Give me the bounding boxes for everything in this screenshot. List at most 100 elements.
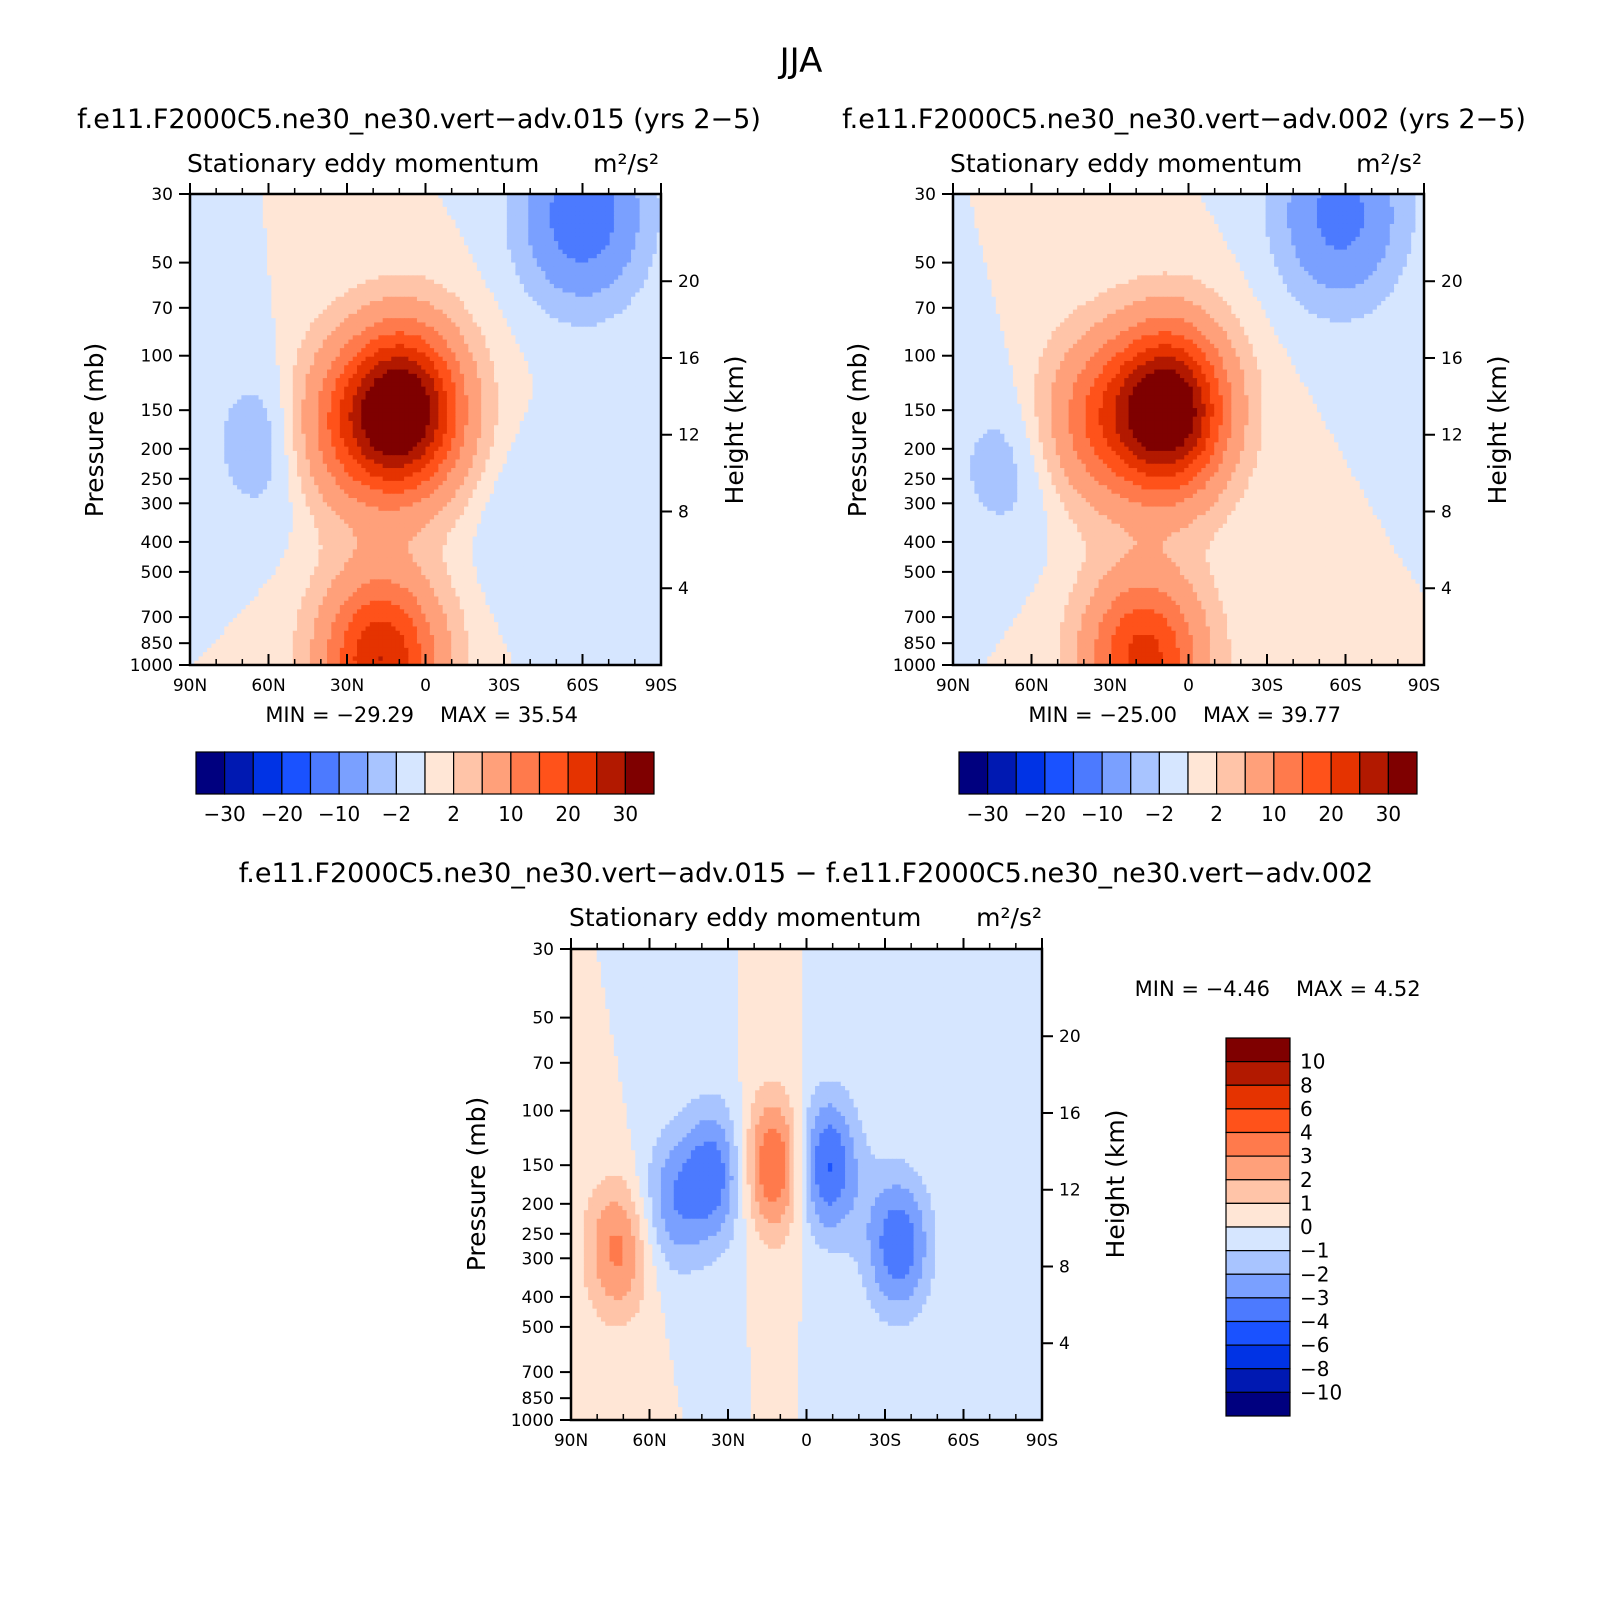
contour-cell <box>597 271 602 276</box>
contour-cell <box>464 301 469 306</box>
contour-cell <box>203 292 208 297</box>
contour-cell <box>224 254 229 259</box>
contour-cell <box>378 365 383 370</box>
contour-cell <box>622 250 627 255</box>
contour-cell <box>421 310 426 315</box>
contour-cell <box>374 284 379 289</box>
contour-cell <box>344 331 349 336</box>
contour-cell <box>490 280 495 285</box>
contour-cell <box>421 280 426 285</box>
contour-cell <box>413 322 418 327</box>
contour-cell <box>490 352 495 357</box>
contour-cell <box>408 263 413 268</box>
contour-cell <box>267 292 272 297</box>
contour-cell <box>507 348 512 353</box>
contour-cell <box>233 198 238 203</box>
contour-cell <box>537 361 542 366</box>
contour-cell <box>554 237 559 242</box>
contour-cell <box>323 245 328 250</box>
contour-cell <box>199 310 204 315</box>
contour-cell <box>455 322 460 327</box>
contour-cell <box>229 211 234 216</box>
contour-cell <box>408 220 413 225</box>
contour-cell <box>250 228 255 233</box>
contour-cell <box>396 237 401 242</box>
contour-cell <box>284 348 289 353</box>
contour-cell <box>520 331 525 336</box>
contour-cell <box>417 203 422 208</box>
contour-cell <box>387 215 392 220</box>
contour-cell <box>348 228 353 233</box>
contour-cell <box>318 263 323 268</box>
contour-cell <box>520 361 525 366</box>
contour-cell <box>571 292 576 297</box>
contour-cell <box>344 322 349 327</box>
contour-cell <box>408 241 413 246</box>
contour-cell <box>614 310 619 315</box>
contour-cell <box>580 292 585 297</box>
contour-cell <box>597 203 602 208</box>
contour-cell <box>563 292 568 297</box>
contour-cell <box>413 211 418 216</box>
contour-cell <box>588 288 593 293</box>
contour-cell <box>580 245 585 250</box>
contour-cell <box>451 335 456 340</box>
contour-cell <box>528 220 533 225</box>
contour-cell <box>250 327 255 332</box>
contour-cell <box>241 233 246 238</box>
contour-cell <box>533 318 538 323</box>
contour-cell <box>387 331 392 336</box>
contour-cell <box>627 280 632 285</box>
contour-cell <box>434 224 439 229</box>
contour-cell <box>408 233 413 238</box>
contour-cell <box>597 331 602 336</box>
contour-cell <box>353 245 358 250</box>
contour-cell <box>374 241 379 246</box>
contour-cell <box>297 237 302 242</box>
contour-cell <box>297 250 302 255</box>
contour-cell <box>520 241 525 246</box>
contour-cell <box>498 207 503 212</box>
contour-cell <box>421 254 426 259</box>
contour-cell <box>297 275 302 280</box>
contour-cell <box>366 220 371 225</box>
contour-cell <box>203 361 208 366</box>
contour-cell <box>404 365 409 370</box>
contour-cell <box>301 335 306 340</box>
contour-cell <box>635 220 640 225</box>
contour-cell <box>515 228 520 233</box>
contour-cell <box>541 301 546 306</box>
contour-cell <box>533 340 538 345</box>
contour-cell <box>468 340 473 345</box>
contour-cell <box>246 301 251 306</box>
contour-cell <box>563 301 568 306</box>
contour-cell <box>391 263 396 268</box>
contour-cell <box>455 220 460 225</box>
contour-cell <box>575 340 580 345</box>
contour-cell <box>473 267 478 272</box>
contour-cell <box>481 271 486 276</box>
contour-cell <box>468 207 473 212</box>
contour-cell <box>276 314 281 319</box>
contour-cell <box>353 305 358 310</box>
contour-cell <box>503 348 508 353</box>
contour-cell <box>224 211 229 216</box>
contour-cell <box>558 220 563 225</box>
contour-cell <box>288 344 293 349</box>
contour-cell <box>498 327 503 332</box>
contour-cell <box>310 327 315 332</box>
contour-cell <box>216 361 221 366</box>
contour-cell <box>588 297 593 302</box>
contour-cell <box>592 335 597 340</box>
contour-cell <box>460 301 465 306</box>
contour-cell <box>391 292 396 297</box>
contour-cell <box>443 352 448 357</box>
contour-cell <box>443 198 448 203</box>
contour-cell <box>224 198 229 203</box>
contour-cell <box>648 250 653 255</box>
contour-cell <box>400 203 405 208</box>
contour-cell <box>597 314 602 319</box>
contour-cell <box>485 198 490 203</box>
contour-cell <box>404 211 409 216</box>
contour-cell <box>211 224 216 229</box>
